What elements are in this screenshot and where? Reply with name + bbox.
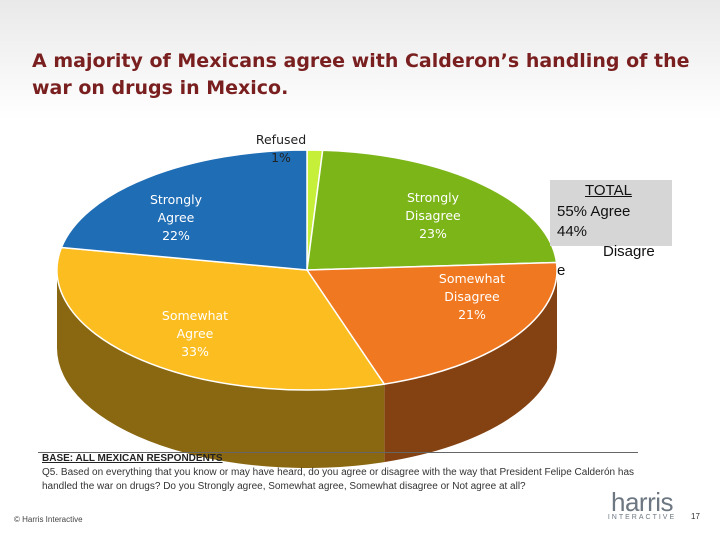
pie-slice-somewhat-agree [56,246,386,391]
slice-label-text: Agree [158,210,195,225]
slice-value-text: 21% [458,307,486,322]
slice-value-text: 33% [181,344,209,359]
pie-slice-somewhat-disagree [305,261,558,385]
total-disagree-label: Disagre [603,243,655,260]
slice-label-text: Refused [256,132,306,147]
pie-side-somewhat-disagree [384,270,557,463]
slice-value-text: 23% [419,226,447,241]
base-note: BASE: ALL MEXICAN RESPONDENTS [42,453,223,464]
logo-wordmark: harris [610,487,674,517]
pie-label-somewhat-disagree: Somewhat Disagree 21% [439,271,505,322]
slice-label-text: Disagree [444,289,500,304]
slice-label-text: Agree [177,326,214,341]
total-summary-box [550,180,672,246]
footer-divider [38,452,638,453]
pie-label-somewhat-agree: Somewhat Agree 33% [162,308,228,359]
page-title: A majority of Mexicans agree with Calder… [32,50,690,99]
slice-label-text: Disagree [405,208,461,223]
pie-label-refused: Refused 1% [256,132,306,165]
page-number: 17 [691,512,700,521]
copyright: © Harris Interactive [14,515,83,524]
pie-label-strongly-disagree: Strongly Disagree 23% [405,190,461,241]
harris-logo: harris INTERACTIVE [596,489,688,525]
slice-label-text: Strongly [150,192,203,207]
slice-label-text: Somewhat [162,308,228,323]
pie-label-strongly-agree: Strongly Agree 22% [150,192,203,243]
pie-side-somewhat-agree [57,270,385,468]
total-heading: TOTAL [585,182,632,199]
slice-label-text: Strongly [407,190,460,205]
logo-subtitle: INTERACTIVE [607,514,677,521]
total-disagree-label-tail: e [557,262,566,279]
question-text: Q5. Based on everything that you know or… [42,467,635,492]
total-disagree-value: 44% [557,223,588,240]
total-agree: 55% Agree [557,203,631,220]
slice-value-text: 22% [162,228,190,243]
slice-label-text: Somewhat [439,271,505,286]
pie-slice-strongly-agree [60,149,308,271]
header-background [0,0,720,120]
slice-value-text: 1% [271,150,291,165]
